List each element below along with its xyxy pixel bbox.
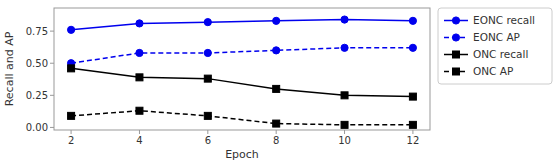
data-point (204, 112, 211, 119)
data-point (136, 74, 143, 81)
series-line (71, 20, 413, 30)
legend-marker (453, 51, 460, 58)
data-point (67, 26, 74, 33)
y-tick (50, 31, 54, 32)
series (67, 44, 416, 67)
x-tick (344, 130, 345, 134)
plot-frame (54, 8, 430, 130)
chart-svg: 2 4 6 8 10 12 Epoch 0.00 0.25 0.50 0.75 Recall and … (0, 0, 554, 164)
data-point (204, 19, 211, 26)
x-tick (71, 130, 72, 134)
data-point (341, 16, 348, 23)
legend-label: EONC AP (473, 31, 520, 43)
x-tick-label: 6 (205, 135, 211, 146)
series (68, 107, 417, 128)
data-point (68, 112, 75, 119)
x-tick (412, 130, 413, 134)
y-tick-label: 0.25 (26, 90, 48, 101)
data-point (204, 49, 211, 56)
data-point (341, 92, 348, 99)
y-tick-label: 0.00 (26, 122, 48, 133)
data-point (136, 107, 143, 114)
series-line (71, 48, 413, 63)
y-tick-label: 0.50 (26, 58, 48, 69)
series-line (71, 68, 413, 96)
data-point (273, 85, 280, 92)
data-point (204, 75, 211, 82)
series-line (71, 111, 413, 125)
legend-item: ONC AP (444, 65, 513, 77)
legend-item: ONC recall (444, 48, 528, 60)
legend-label: ONC AP (473, 65, 513, 77)
legend-label: EONC recall (473, 14, 535, 26)
x-tick (276, 130, 277, 134)
y-tick-label: 0.75 (26, 26, 48, 37)
data-point (68, 65, 75, 72)
x-tick-label: 8 (273, 135, 279, 146)
data-area (67, 16, 416, 128)
legend: EONC recall EONC AP ONC recall ONC AP (438, 8, 552, 84)
data-point (409, 121, 416, 128)
x-axis-label: Epoch (225, 148, 259, 161)
legend-item: EONC AP (444, 31, 520, 43)
x-tick-label: 4 (136, 135, 142, 146)
legend-marker (452, 17, 459, 24)
data-point (273, 47, 280, 54)
y-axis: 0.00 0.25 0.50 0.75 (26, 26, 54, 133)
data-point (273, 17, 280, 24)
legend-box (438, 8, 552, 84)
data-point (136, 20, 143, 27)
x-tick-label: 12 (407, 135, 420, 146)
series (68, 65, 417, 100)
x-tick (207, 130, 208, 134)
data-point (409, 17, 416, 24)
x-tick (139, 130, 140, 134)
data-point (273, 120, 280, 127)
legend-marker (452, 34, 459, 41)
data-point (136, 49, 143, 56)
series (67, 16, 416, 33)
y-tick (50, 127, 54, 128)
data-point (341, 44, 348, 51)
chart-container: 2 4 6 8 10 12 Epoch 0.00 0.25 0.50 0.75 Recall and … (0, 0, 554, 164)
data-point (341, 121, 348, 128)
y-tick (50, 63, 54, 64)
data-point (409, 93, 416, 100)
x-axis: 2 4 6 8 10 12 (68, 130, 419, 146)
y-axis-label: Recall and AP (3, 31, 16, 106)
legend-marker (453, 68, 460, 75)
data-point (409, 44, 416, 51)
x-tick-label: 2 (68, 135, 74, 146)
legend-label: ONC recall (473, 48, 528, 60)
y-tick (50, 95, 54, 96)
x-tick-label: 10 (338, 135, 351, 146)
legend-item: EONC recall (444, 14, 535, 26)
